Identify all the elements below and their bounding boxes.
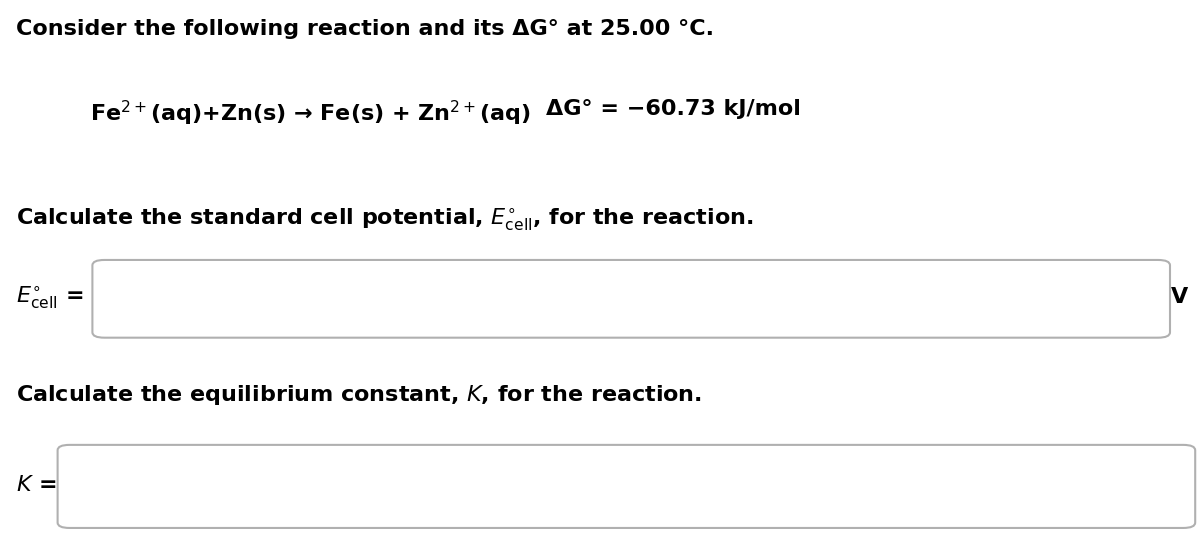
Text: Fe$^{2+}$(aq)+Zn(s) → Fe(s) + Zn$^{2+}$(aq): Fe$^{2+}$(aq)+Zn(s) → Fe(s) + Zn$^{2+}$(… [90,99,530,128]
Text: ΔG° = −60.73 kJ/mol: ΔG° = −60.73 kJ/mol [546,99,800,119]
Text: $K$ =: $K$ = [16,475,56,495]
Text: Calculate the standard cell potential, $E^{\circ}_{\mathrm{cell}}$, for the reac: Calculate the standard cell potential, $… [16,206,752,233]
Text: V: V [1171,287,1188,308]
Text: Consider the following reaction and its ΔG° at 25.00 °C.: Consider the following reaction and its … [16,19,714,39]
Text: Calculate the equilibrium constant, $K$, for the reaction.: Calculate the equilibrium constant, $K$,… [16,383,702,407]
FancyBboxPatch shape [58,445,1195,528]
Text: $E^{\circ}_{\mathrm{cell}}$ =: $E^{\circ}_{\mathrm{cell}}$ = [16,284,83,311]
FancyBboxPatch shape [92,260,1170,338]
